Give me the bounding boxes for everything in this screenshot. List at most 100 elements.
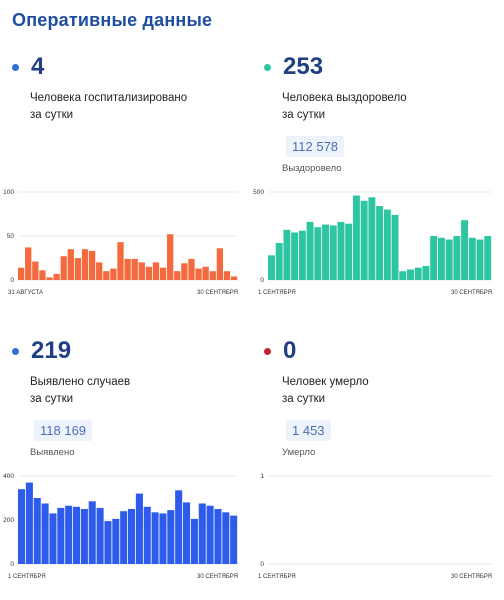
bar[interactable]: [65, 505, 73, 564]
bar[interactable]: [222, 512, 230, 564]
bar[interactable]: [414, 267, 422, 280]
page-title: Оперативные данные: [12, 10, 213, 30]
recovered-bar-chart: 0 500 1 СЕНТЯБРЯ 30 СЕНТЯБРЯ: [253, 189, 492, 296]
bar[interactable]: [143, 506, 151, 564]
detected-stat: 219: [10, 336, 250, 366]
bar[interactable]: [33, 498, 41, 564]
bar[interactable]: [383, 209, 391, 280]
bar[interactable]: [96, 262, 103, 280]
bar[interactable]: [391, 214, 399, 280]
bar[interactable]: [112, 518, 120, 564]
bar[interactable]: [216, 248, 224, 280]
bar[interactable]: [145, 266, 153, 280]
bar[interactable]: [41, 503, 49, 565]
bar[interactable]: [190, 518, 198, 564]
bar[interactable]: [25, 247, 32, 280]
bar[interactable]: [88, 501, 96, 564]
bar[interactable]: [198, 503, 206, 565]
bar[interactable]: [422, 265, 430, 280]
bar[interactable]: [74, 258, 82, 280]
bar[interactable]: [39, 270, 46, 280]
bar[interactable]: [167, 510, 175, 564]
bar[interactable]: [430, 236, 438, 280]
bar[interactable]: [80, 509, 88, 564]
bar[interactable]: [268, 255, 275, 280]
bar[interactable]: [437, 237, 445, 280]
bar[interactable]: [81, 249, 89, 280]
bar[interactable]: [230, 515, 238, 564]
bar[interactable]: [298, 230, 306, 280]
bar[interactable]: [376, 206, 384, 280]
bar[interactable]: [337, 221, 345, 280]
recovered-desc-line1: Человека выздоровело: [282, 92, 407, 104]
bar[interactable]: [60, 256, 67, 280]
bar[interactable]: [360, 200, 368, 280]
bar[interactable]: [352, 195, 360, 280]
detected-desc-line1: Выявлено случаев: [30, 376, 131, 388]
y-tick-label: 400: [3, 473, 14, 480]
bar[interactable]: [368, 197, 376, 280]
bar[interactable]: [96, 507, 104, 564]
bar[interactable]: [49, 513, 57, 564]
bar[interactable]: [306, 221, 314, 280]
bar[interactable]: [152, 262, 160, 280]
y-tick-label: 0: [260, 277, 264, 284]
bar[interactable]: [159, 513, 167, 564]
bar[interactable]: [314, 227, 322, 280]
bar[interactable]: [209, 271, 216, 280]
bar[interactable]: [151, 512, 159, 564]
bar[interactable]: [57, 507, 65, 564]
bar[interactable]: [195, 268, 202, 280]
bar[interactable]: [138, 262, 145, 280]
bar[interactable]: [167, 234, 174, 280]
bar[interactable]: [135, 493, 143, 564]
bar[interactable]: [283, 229, 291, 280]
bar[interactable]: [128, 509, 136, 564]
bar[interactable]: [484, 236, 492, 280]
bar[interactable]: [73, 506, 81, 564]
bar[interactable]: [46, 277, 53, 280]
bar[interactable]: [103, 271, 110, 280]
bar[interactable]: [183, 502, 191, 564]
bar[interactable]: [175, 490, 183, 564]
bar[interactable]: [124, 258, 131, 280]
bar[interactable]: [206, 505, 214, 564]
bar[interactable]: [181, 263, 188, 280]
bar[interactable]: [214, 509, 222, 564]
bar[interactable]: [223, 271, 231, 280]
recovered-value: 253: [283, 53, 324, 80]
bar[interactable]: [32, 261, 39, 280]
recovered-total: 112 578: [286, 136, 345, 157]
bar[interactable]: [120, 511, 128, 564]
y-tick-label: 50: [7, 233, 15, 240]
bar[interactable]: [159, 267, 167, 280]
bar[interactable]: [407, 269, 414, 280]
blue-dot-icon: [12, 63, 19, 71]
bar[interactable]: [329, 225, 337, 280]
bar[interactable]: [88, 250, 96, 280]
bar[interactable]: [131, 258, 138, 280]
bar[interactable]: [67, 249, 74, 280]
bar[interactable]: [18, 489, 26, 564]
bar[interactable]: [468, 237, 476, 280]
bar[interactable]: [399, 271, 407, 280]
bar[interactable]: [18, 267, 25, 280]
bar[interactable]: [291, 232, 299, 280]
bar[interactable]: [345, 223, 353, 280]
hospitalized-description: Человека госпитализировано за сутки: [30, 90, 250, 124]
bar[interactable]: [25, 482, 33, 564]
bar[interactable]: [174, 271, 181, 280]
bar[interactable]: [188, 258, 195, 280]
bar[interactable]: [53, 273, 60, 280]
bar[interactable]: [461, 220, 469, 280]
bar[interactable]: [453, 236, 461, 280]
bar[interactable]: [275, 243, 283, 280]
bar[interactable]: [104, 521, 112, 564]
bar[interactable]: [202, 266, 209, 280]
bar[interactable]: [322, 224, 329, 280]
bar[interactable]: [117, 242, 124, 280]
bar[interactable]: [230, 276, 238, 280]
bar[interactable]: [445, 239, 453, 280]
bar[interactable]: [476, 239, 484, 280]
bar[interactable]: [110, 268, 117, 280]
